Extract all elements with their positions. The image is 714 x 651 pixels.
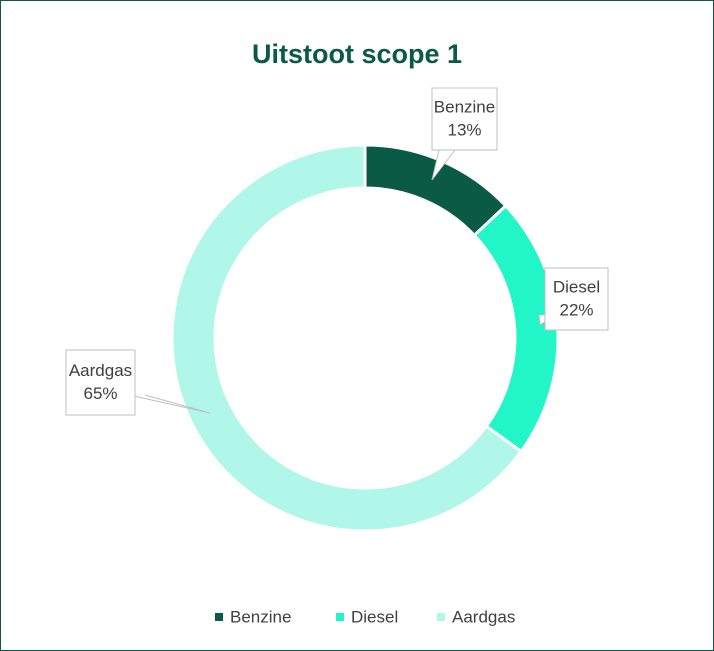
data-label-name: Benzine [434,97,495,116]
callout-box [431,87,498,151]
legend-label: Diesel [351,607,398,626]
data-label-name: Aardgas [69,361,132,380]
callout-box [65,349,136,416]
chart-title: Uitstoot scope 1 [252,39,462,69]
legend-swatch [215,613,223,621]
callout-box [544,267,609,331]
legend-swatch [336,613,344,621]
data-label-value: 65% [83,384,117,403]
legend-label: Aardgas [452,607,515,626]
callout-pointer [431,149,456,181]
data-label-value: 22% [559,300,593,319]
legend-label: Benzine [230,607,291,626]
callout-pointer [128,394,211,414]
legend-swatch [437,613,445,621]
donut-segment [170,143,524,533]
data-label-value: 13% [447,120,481,139]
data-label-name: Diesel [553,277,600,296]
